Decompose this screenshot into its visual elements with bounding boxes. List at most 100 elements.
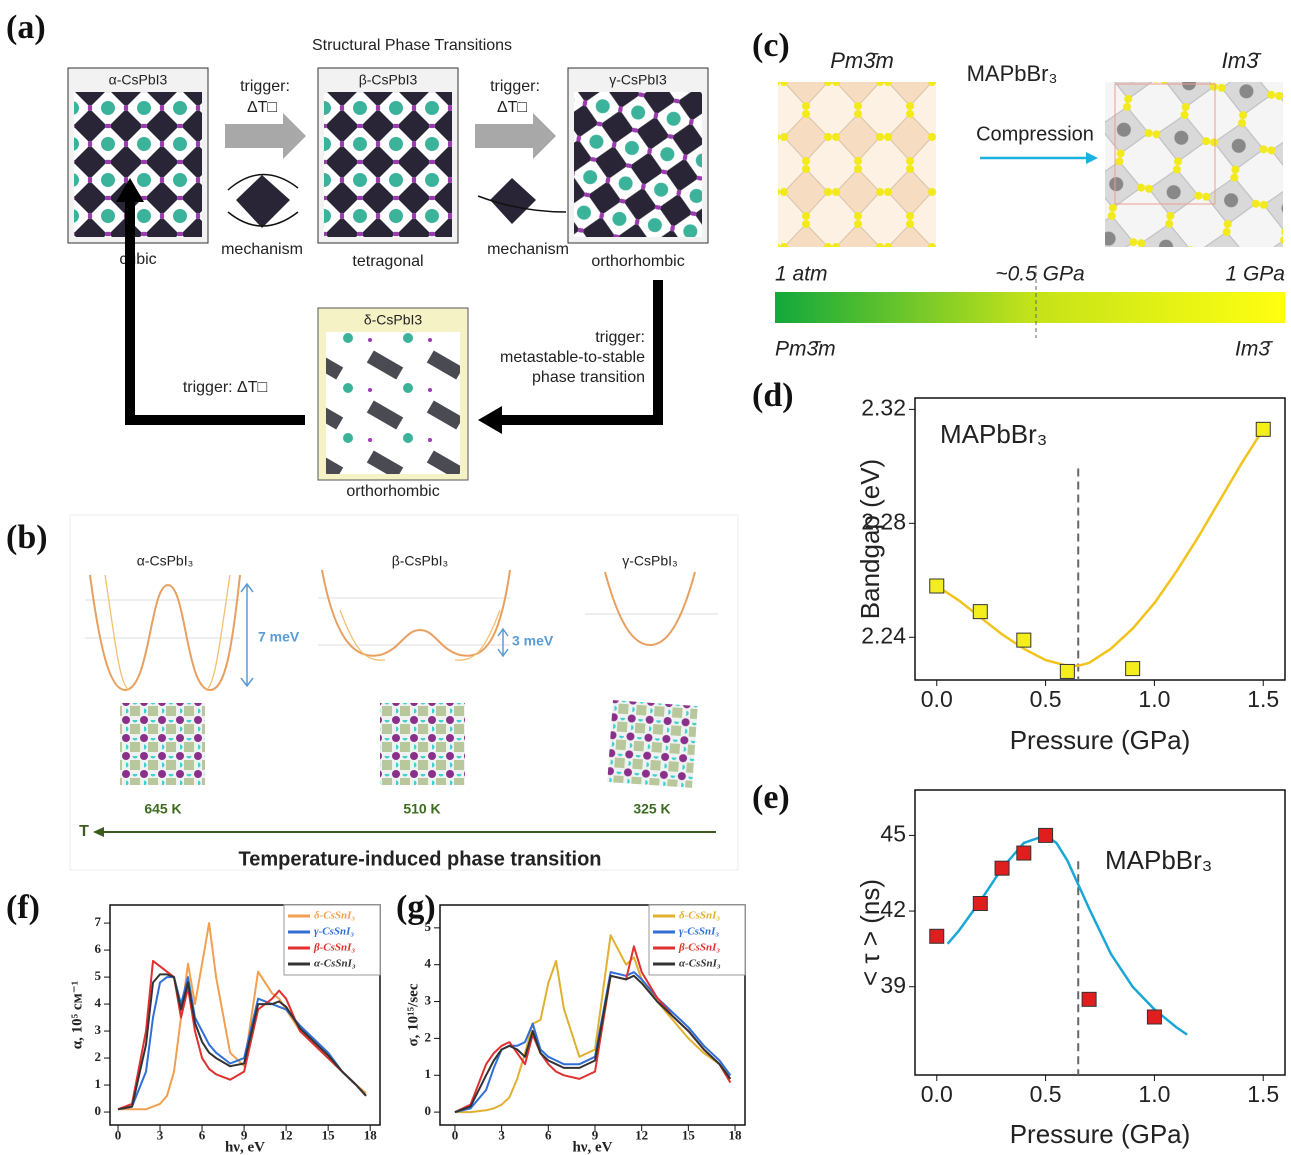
barrier-label: 7 meV (258, 629, 300, 645)
panel-title: Structural Phase Transitions (312, 37, 512, 54)
y-tick-label: 4 (425, 956, 432, 971)
crystal (74, 92, 202, 237)
cell-outline (1114, 83, 1216, 205)
x-tick-label: 0.5 (1030, 686, 1062, 712)
crystal (1105, 82, 1283, 247)
phase-label: Pm3̄m (775, 338, 836, 361)
temperature: 510 K (403, 801, 440, 817)
phase-name: α-CsPbI3 (109, 72, 168, 88)
panel-title: Temperature-induced phase transition (238, 848, 601, 870)
y-tick-label: 1 (425, 1066, 432, 1081)
y-tick-label: 39 (880, 972, 906, 998)
legend: δ-CsSnI₃ γ-CsSnI₃ β-CsSnI₃ α-CsSnI₃ (648, 904, 746, 976)
structure-label: orthorhombic (591, 253, 684, 270)
phase-name: γ-CsPbI₃ (622, 553, 678, 569)
data-point (1146, 1009, 1162, 1025)
x-tick-label: 1.0 (1138, 686, 1170, 712)
x-axis-title: Pressure (GPa) (1010, 1119, 1191, 1149)
phase-name: β-CsPbI₃ (392, 553, 449, 569)
data-point (1059, 663, 1075, 679)
series-line (117, 959, 367, 1111)
trigger-label: ΔT□ (247, 99, 277, 116)
legend-label: α-CsSnI₃ (314, 958, 356, 970)
x-tick-label: 18 (364, 1128, 378, 1143)
arrowhead (1086, 152, 1098, 164)
y-tick-label: 4 (95, 995, 102, 1010)
x-tick-label: 3 (498, 1128, 505, 1143)
data-point (1038, 827, 1054, 843)
y-tick-label: 2 (425, 1029, 432, 1044)
x-tick-label: 12 (280, 1128, 293, 1143)
x-tick-label: 1.5 (1247, 686, 1279, 712)
legend-label: γ-CsSnI₃ (314, 926, 354, 938)
x-tick-label: 1.5 (1247, 1081, 1279, 1107)
panel-label: (d) (752, 377, 794, 414)
chart: (e) 0.0 0.5 1.0 1.5 39 42 45 Pressure (GPa) < τ >… (752, 779, 1286, 1149)
x-tick-label: 18 (729, 1128, 743, 1143)
y-axis-title: α, 10⁵ cм⁻¹ (69, 981, 85, 1049)
trigger-label: trigger: (490, 78, 540, 95)
trigger-label: phase transition (532, 369, 645, 386)
arrow (500, 280, 663, 425)
phase-name: α-CsPbI₃ (137, 553, 194, 569)
trigger-label: ΔT□ (497, 99, 527, 116)
phase-name: β-CsPbI3 (359, 72, 418, 88)
x-tick-label: 6 (545, 1128, 552, 1143)
trigger-label: trigger: (595, 329, 645, 346)
y-tick-label: 2 (95, 1049, 102, 1064)
y-tick-label: 5 (425, 919, 432, 934)
data-point (972, 604, 988, 620)
arrowhead (478, 406, 502, 434)
potential (104, 574, 231, 691)
phase-name: γ-CsPbI3 (609, 72, 667, 88)
structure-label: orthorhombic (346, 483, 439, 500)
y-tick-label: 6 (95, 941, 102, 956)
arrowhead (116, 178, 144, 202)
fit-curve (936, 428, 1265, 668)
legend-label: β-CsSnI₃ (313, 942, 355, 954)
compound: MAPbBr₃ (967, 61, 1058, 86)
octahedron (490, 178, 536, 224)
potential (339, 609, 501, 661)
series-line (454, 971, 732, 1114)
plot-frame (914, 789, 1286, 1076)
panel-label: (f) (6, 889, 40, 926)
mechanism-label: mechanism (221, 241, 303, 258)
data-point (1125, 661, 1141, 677)
x-axis-title: hν, eV (225, 1139, 265, 1155)
panel-label: (a) (6, 9, 46, 46)
series-line (117, 976, 367, 1111)
y-axis-title: < τ > (ns) (855, 879, 885, 986)
fit-curve (946, 834, 1188, 1036)
data-point (929, 578, 945, 594)
legend-label: γ-CsSnI₃ (679, 926, 719, 938)
structure-label: tetragonal (352, 253, 423, 270)
pressure-label: 1 GPa (1225, 263, 1285, 286)
potential (604, 571, 696, 647)
x-tick-label: 1.0 (1138, 1081, 1170, 1107)
y-tick-label: 0 (425, 1103, 432, 1118)
arrow (125, 200, 305, 425)
chart: (d) 0.0 0.5 1.0 1.5 2.24 2.28 2.32 Pressure (GPa… (752, 377, 1286, 755)
trigger-label: trigger: (240, 78, 290, 95)
series-line (117, 973, 367, 1111)
trigger-label: metastable-to-stable (500, 349, 645, 366)
rotation-arrow (227, 173, 299, 227)
temperature: 325 K (633, 801, 670, 817)
barrier-arrow (497, 627, 509, 658)
legend-label: δ-CsSnI₃ (679, 910, 720, 922)
phase-label: Im3̄ (1235, 338, 1273, 361)
x-tick-label: 0.5 (1030, 1081, 1062, 1107)
pressure-label: ~0.5 GPa (995, 263, 1084, 286)
x-axis-title: hν, eV (572, 1139, 612, 1155)
y-tick-label: 2.32 (861, 394, 906, 420)
data-point (929, 928, 945, 944)
plot-frame (109, 904, 381, 1126)
y-axis-title: Bandgap (eV) (855, 459, 885, 619)
mechanism-label: mechanism (487, 241, 569, 258)
y-axis-title: σ, 10¹⁵/sec (405, 983, 421, 1046)
structure-thumbnail (120, 703, 205, 785)
panel-b: (b) α-CsPbI₃ β-CsPbI₃ γ-CsPbI₃ 7 meV 3 m… (6, 514, 739, 871)
